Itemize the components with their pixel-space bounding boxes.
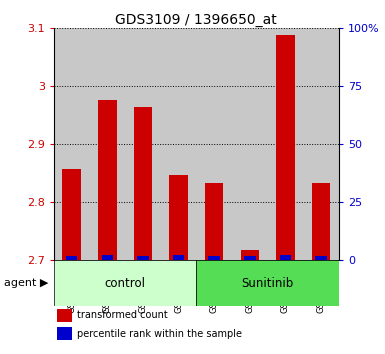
Bar [244, 256, 256, 261]
Bar [57, 327, 72, 341]
Bar [134, 107, 152, 261]
Bar [196, 261, 339, 306]
Bar [303, 28, 339, 261]
Bar [54, 261, 196, 306]
Bar [98, 100, 117, 261]
Bar [102, 255, 113, 261]
Bar [161, 28, 196, 261]
Bar [312, 183, 330, 261]
Bar [173, 255, 184, 261]
Bar [66, 256, 77, 261]
Bar [276, 35, 295, 261]
Bar [205, 183, 223, 261]
Text: transformed count: transformed count [77, 310, 168, 320]
Bar [208, 256, 220, 261]
Bar [315, 256, 327, 261]
Bar [57, 309, 72, 322]
Bar [169, 175, 188, 261]
Bar [280, 255, 291, 261]
Bar [268, 28, 303, 261]
Bar [241, 250, 259, 261]
Title: GDS3109 / 1396650_at: GDS3109 / 1396650_at [116, 13, 277, 27]
Bar [232, 28, 268, 261]
Bar [90, 28, 125, 261]
Bar [196, 28, 232, 261]
Bar [62, 169, 81, 261]
Text: Sunitinib: Sunitinib [241, 277, 294, 290]
Bar [125, 28, 161, 261]
Text: control: control [105, 277, 146, 290]
Bar [54, 28, 90, 261]
Bar [137, 256, 149, 261]
Text: percentile rank within the sample: percentile rank within the sample [77, 329, 243, 339]
Text: agent ▶: agent ▶ [4, 278, 48, 288]
